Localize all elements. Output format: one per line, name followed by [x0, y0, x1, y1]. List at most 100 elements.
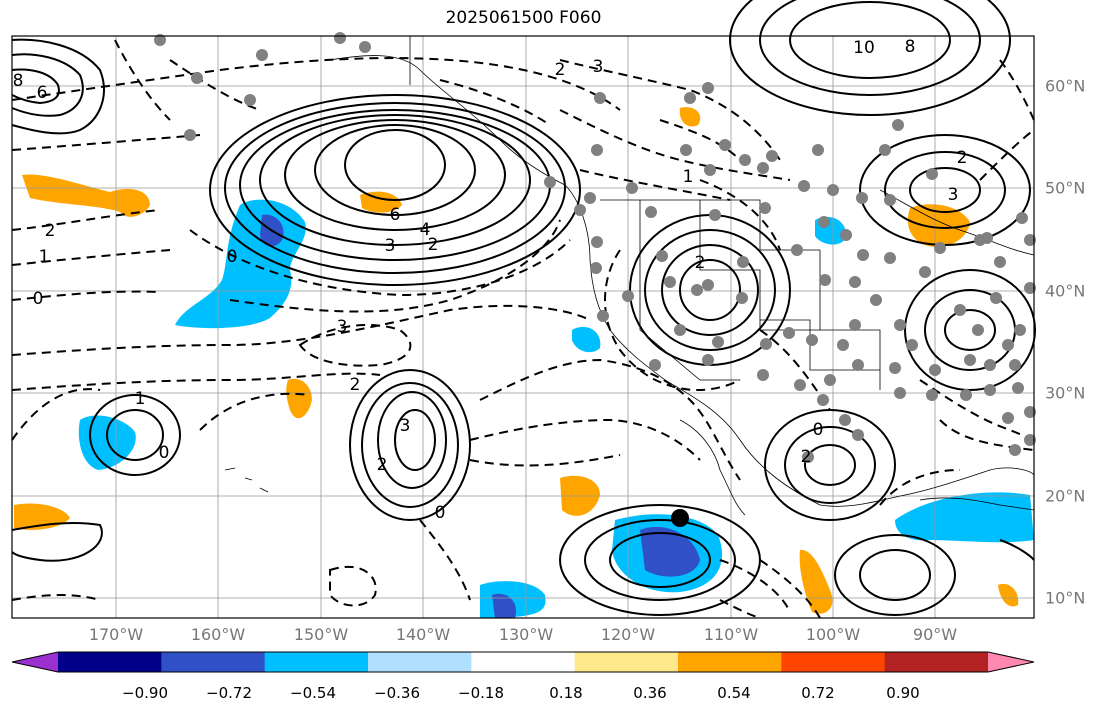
se-contour: [999, 539, 1035, 561]
contour-labels: 6 4 3 2 3 2 3 2 0 10 8 3 2 2 2 0 1 0 2 1…: [13, 37, 968, 523]
colorbar-tick-label: 0.90: [886, 684, 920, 702]
contour-label: 3: [385, 236, 396, 256]
colorbar-segment: [264, 652, 369, 672]
contour-label: 2: [695, 253, 706, 273]
colorbar-segment: [368, 652, 472, 672]
gl-high-2: [884, 151, 1006, 229]
west-edge-contour: [11, 521, 103, 562]
colorbar-segment: [161, 652, 266, 672]
orange-fill-gl: [907, 204, 970, 248]
ne-high-1: [729, 0, 1011, 116]
low-central-2: [361, 382, 459, 508]
west-high-3: [661, 244, 759, 336]
colorbar-segment: [58, 652, 162, 672]
lat-label: 30°N: [1045, 383, 1086, 403]
contour-label: 6: [37, 83, 48, 103]
gulf-high-3: [804, 444, 856, 486]
contour-label: 2: [957, 148, 968, 168]
mex-high-1: [834, 534, 956, 616]
colorbar-segment: [678, 652, 782, 672]
lon-label: 90°W: [912, 625, 958, 644]
mex-high-2: [859, 549, 931, 601]
lon-label: 110°W: [703, 625, 759, 644]
orange-fill-bc: [679, 107, 701, 127]
high-contour-1: [209, 94, 581, 286]
gulf-high-2: [784, 426, 876, 504]
baja-low-3: [609, 532, 711, 588]
low-central-3: [377, 391, 447, 489]
colorbar-tick-label: −0.90: [122, 684, 168, 702]
colorbar: [11, 651, 1035, 673]
lon-label: 150°W: [293, 625, 349, 644]
blue-dark-baja: [640, 526, 700, 577]
contour-label: 0: [159, 443, 170, 463]
colorbar-tick-label: 0.72: [801, 684, 835, 702]
contour-label: 1: [39, 247, 50, 267]
station-dots: [154, 32, 1036, 463]
map-title: 2025061500 F060: [445, 8, 602, 28]
colorbar-tick-label: 0.54: [717, 684, 751, 702]
baja-low-2: [584, 519, 736, 601]
contour-label: 6: [390, 205, 401, 225]
contour-label: 2: [377, 455, 388, 475]
high-contour-2: [224, 102, 566, 274]
contour-label: 1: [135, 389, 146, 409]
orange-fill-se: [998, 583, 1019, 607]
colorbar-extend-high: [988, 652, 1034, 672]
colorbar-outline: [11, 651, 1035, 673]
contour-label: 2: [428, 235, 439, 255]
lat-label: 40°N: [1045, 281, 1086, 301]
lon-label: 140°W: [395, 625, 451, 644]
lat-label: 20°N: [1045, 486, 1086, 506]
far-left-contour-3: [11, 68, 60, 105]
graticule: [12, 36, 1034, 618]
contour-label: 3: [948, 185, 959, 205]
lon-label: 160°W: [190, 625, 246, 644]
contour-label: 10: [853, 38, 875, 58]
high-contour-5: [284, 119, 506, 231]
colorbar-tick-label: −0.36: [374, 684, 420, 702]
colorbar-tick-label: −0.18: [458, 684, 504, 702]
west-high-4: [679, 259, 741, 321]
colorbar-tick-label: −0.54: [290, 684, 336, 702]
colorbar-segment: [574, 652, 679, 672]
orange-fill-left: [22, 174, 150, 217]
west-pac-low-2: [106, 409, 164, 461]
lat-label: 50°N: [1045, 178, 1086, 198]
lon-label: 120°W: [600, 625, 656, 644]
contour-label: 3: [337, 317, 348, 337]
east-high-1: [904, 269, 1036, 391]
contour-label: 2: [555, 60, 566, 80]
lat-label: 60°N: [1045, 76, 1086, 96]
blue-fill-socal: [572, 326, 601, 353]
ne-high-2: [759, 0, 981, 96]
colorbar-tick-label: 0.18: [549, 684, 583, 702]
west-pac-low-1: [89, 394, 181, 476]
low-central-1: [349, 369, 471, 521]
dashed-contours: [11, 39, 1035, 619]
contour-label: 0: [33, 289, 44, 309]
contour-label: 8: [905, 37, 916, 57]
east-high-3: [944, 309, 996, 351]
contour-label: 8: [13, 71, 24, 91]
map-frame: [11, 35, 1035, 619]
colorbar-tick-label: −0.72: [206, 684, 252, 702]
contour-label: 0: [227, 247, 238, 267]
lon-label: 100°W: [805, 625, 861, 644]
high-contour-7: [344, 129, 446, 201]
contour-label: 0: [435, 503, 446, 523]
high-contour-6: [314, 124, 476, 216]
lat-label: 10°N: [1045, 588, 1086, 608]
ne-high-3: [789, 1, 951, 79]
colorbar-segment: [884, 652, 989, 672]
contour-label: 3: [400, 416, 411, 436]
contour-label: 2: [350, 375, 361, 395]
blue-dark-south: [492, 593, 516, 618]
gl-high-3: [909, 167, 981, 213]
contour-label: 0: [813, 420, 824, 440]
far-left-contour-1: [11, 38, 105, 135]
lon-label: 130°W: [498, 625, 554, 644]
map-background: [12, 36, 1034, 618]
contour-label: 2: [45, 221, 56, 241]
